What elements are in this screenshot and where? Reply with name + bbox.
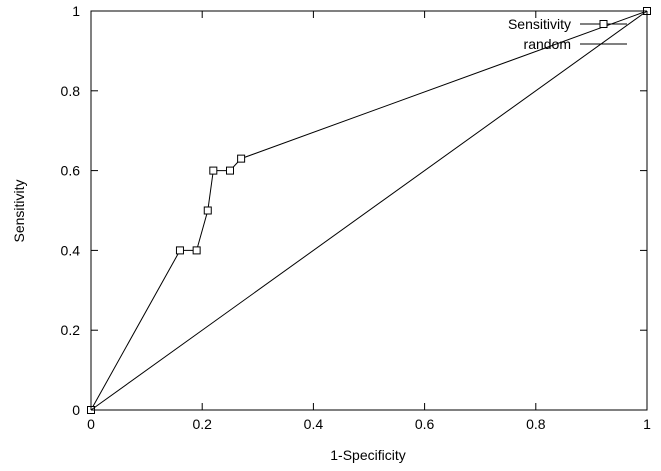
y-tick-label: 0.4 [61,242,81,258]
data-point [226,166,234,175]
data-point [209,166,218,175]
legend-label: random [524,36,571,52]
x-tick-label: 1 [643,416,651,432]
y-tick-label: 0 [72,402,80,418]
y-tick-label: 1 [72,3,80,19]
x-tick-label: 0.4 [304,416,324,432]
data-point [203,206,212,215]
x-tick-label: 0 [87,416,95,432]
y-axis-label: Sensitivity [11,179,27,242]
y-tick-label: 0.8 [61,83,81,99]
legend-marker [599,20,608,28]
y-tick-label: 0.2 [61,322,81,338]
y-tick-label: 0.6 [61,163,81,179]
data-point [237,154,246,163]
x-tick-label: 0.8 [526,416,546,432]
legend-label: Sensitivity [508,16,571,32]
data-point [192,246,201,255]
data-point [175,246,184,255]
x-axis-label: 1-Specificity [330,447,405,463]
plot-frame [90,10,648,411]
series-line-random [90,10,648,411]
x-tick-label: 0.2 [192,416,212,432]
x-tick-label: 0.6 [415,416,435,432]
